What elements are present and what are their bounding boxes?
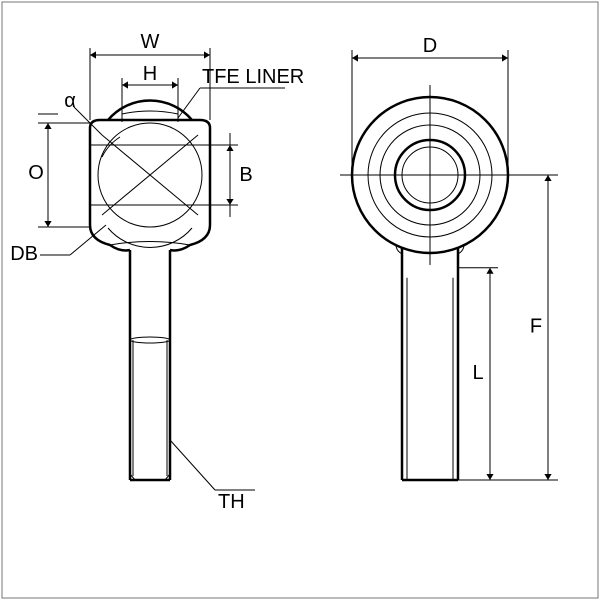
dim-F: F: [530, 316, 542, 338]
side-view: [90, 101, 210, 480]
dim-D: D: [423, 35, 437, 57]
frame: [2, 2, 598, 598]
label-DB: DB: [10, 243, 38, 265]
dim-B: B: [239, 164, 252, 186]
dim-L: L: [472, 362, 483, 384]
label-tfe-liner: TFE LINER: [202, 66, 304, 88]
dim-O: O: [28, 162, 44, 184]
dim-alpha: α: [64, 90, 76, 112]
dim-W: W: [141, 31, 160, 53]
dim-H: H: [143, 63, 157, 85]
label-TH: TH: [218, 491, 245, 513]
front-view: [340, 85, 520, 480]
